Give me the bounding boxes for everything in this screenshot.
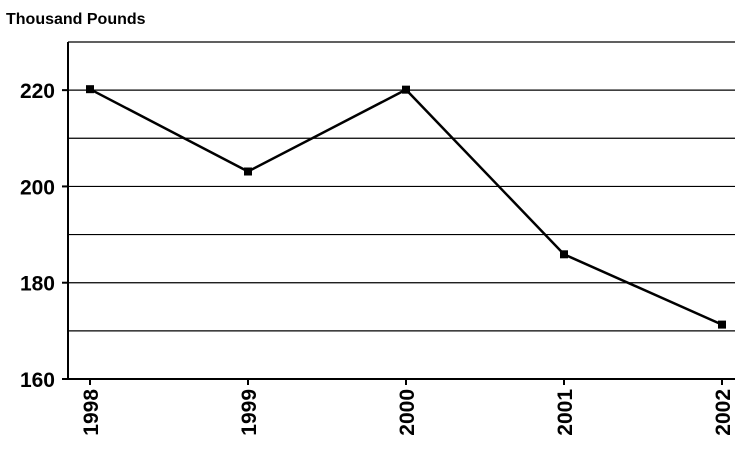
y-tick-label-160: 160	[20, 369, 55, 392]
series-group	[86, 85, 726, 329]
x-tick-label-1998: 1998	[80, 389, 103, 436]
y-ticks: 160 180 200 220	[20, 80, 68, 392]
x-tick-label-1999: 1999	[238, 389, 261, 436]
x-tick-label-2000: 2000	[396, 389, 419, 436]
gridlines	[68, 41, 735, 332]
x-tick-label-2001: 2001	[554, 389, 577, 436]
data-point-1998	[86, 85, 94, 94]
y-axis-title: Thousand Pounds	[6, 11, 146, 28]
x-ticks: 1998 1999 2000 2001 2002	[80, 379, 735, 436]
series-line-0	[89, 88, 723, 326]
y-tick-label-200: 200	[20, 176, 55, 199]
y-tick-label-180: 180	[20, 273, 55, 296]
y-tick-label-220: 220	[20, 80, 55, 103]
axes	[67, 42, 735, 380]
data-point-2000	[402, 85, 410, 94]
data-point-2001	[560, 250, 568, 259]
data-point-2002	[718, 320, 726, 329]
x-tick-label-2002: 2002	[712, 389, 735, 436]
data-point-1999	[244, 167, 252, 176]
